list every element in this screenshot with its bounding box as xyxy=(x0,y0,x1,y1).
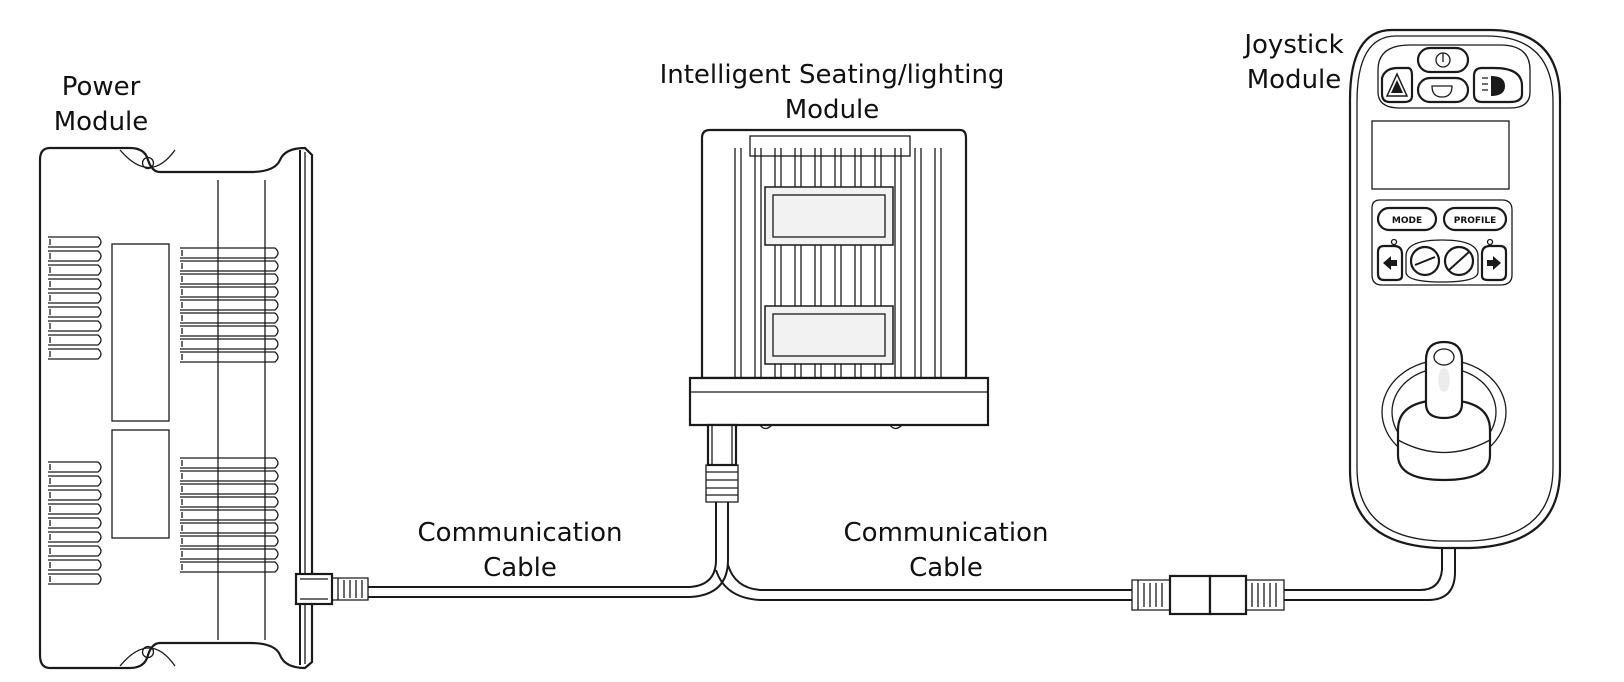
mode-button-label: MODE xyxy=(1392,216,1422,226)
inline-connector xyxy=(1131,574,1285,616)
heatsink-fin xyxy=(180,509,279,521)
joystick-module-label-line1: Joystick xyxy=(1242,30,1343,60)
power-module-label-line2: Module xyxy=(54,107,149,137)
joystick-module-label-line2: Module xyxy=(1247,65,1342,95)
seating-lighting-module: Intelligent Seating/lighting Module xyxy=(660,60,1005,503)
heatsink-fins-left-top xyxy=(48,236,102,360)
heatsink-fin xyxy=(180,548,279,560)
cable-left-label-line1: Communication xyxy=(418,518,623,548)
heatsink-fin xyxy=(180,351,279,363)
heatsink-fins-left-bottom xyxy=(48,461,102,585)
power-module-label-line1: Power xyxy=(62,72,141,102)
heatsink-fin xyxy=(180,483,279,495)
mount-hole-top xyxy=(141,156,155,170)
heatsink-fin xyxy=(48,236,102,248)
right-arrow-icon xyxy=(1487,256,1501,270)
cable-left-upper xyxy=(368,502,717,588)
power-module-body xyxy=(38,146,314,670)
heatsink-fin xyxy=(48,250,102,262)
cables: Communication Cable Communication Cable xyxy=(368,502,1456,616)
light-icon xyxy=(1491,76,1505,96)
heatsink-fin xyxy=(48,503,102,515)
seating-module-base xyxy=(688,376,990,427)
cable-right-label-line1: Communication xyxy=(844,518,1049,548)
heatsink-fin xyxy=(180,522,279,534)
left-arrow-icon xyxy=(1383,256,1397,270)
heatsink-fin xyxy=(180,535,279,547)
heatsink-fin xyxy=(48,278,102,290)
power-module-label-plate-bottom xyxy=(111,429,170,539)
profile-button[interactable] xyxy=(1442,206,1508,232)
seating-module-label-line1: Intelligent Seating/lighting xyxy=(660,60,1005,90)
heatsink-fins-right-bottom xyxy=(180,457,279,573)
seating-module-label-line2: Module xyxy=(785,95,880,125)
heatsink-fin xyxy=(180,496,279,508)
heatsink-fin xyxy=(180,325,279,337)
heatsink-fin xyxy=(48,334,102,346)
heatsink-fin xyxy=(48,531,102,543)
heatsink-fin xyxy=(48,475,102,487)
joystick-base xyxy=(1396,398,1492,482)
cable-left-lower xyxy=(368,502,729,598)
heatsink-fin xyxy=(48,461,102,473)
heatsink-fin xyxy=(180,273,279,285)
heatsink-fin xyxy=(180,299,279,311)
joystick-display xyxy=(1371,120,1510,190)
seating-module-plate-bottom xyxy=(764,305,894,365)
heatsink-fin xyxy=(48,292,102,304)
heatsink-fin xyxy=(180,561,279,573)
heatsink-fin xyxy=(180,312,279,324)
power-module-label-plate-top xyxy=(111,243,170,422)
heatsink-fin xyxy=(48,517,102,529)
speed-up-icon xyxy=(1448,251,1470,271)
heatsink-fin xyxy=(180,457,279,469)
heatsink-fins-right-top xyxy=(180,247,279,363)
cable-right-upper xyxy=(727,564,1132,591)
heatsink-fin xyxy=(48,545,102,557)
heatsink-fin xyxy=(180,470,279,482)
heatsink-fin xyxy=(48,489,102,501)
heatsink-fin xyxy=(48,320,102,332)
cable-right-lower xyxy=(715,569,1132,601)
cable-right-label-line2: Cable xyxy=(909,553,983,583)
seating-module-plate-top xyxy=(764,186,894,246)
heatsink-fin xyxy=(180,260,279,272)
heatsink-fin xyxy=(180,338,279,350)
seating-module-connector xyxy=(706,423,738,467)
heatsink-fin xyxy=(180,247,279,259)
mode-button[interactable] xyxy=(1376,206,1438,232)
speed-down-icon xyxy=(1414,256,1436,266)
cable-left-label-line2: Cable xyxy=(483,553,557,583)
profile-button-label: PROFILE xyxy=(1454,216,1497,226)
cable-joystick-lower xyxy=(1284,545,1456,601)
joystick-module: Joystick Module MODE PROFILE xyxy=(1242,28,1562,550)
cable-joystick-upper xyxy=(1284,545,1443,591)
heatsink-fin xyxy=(48,348,102,360)
heatsink-fin xyxy=(48,264,102,276)
heatsink-fin xyxy=(180,286,279,298)
horn-icon xyxy=(1431,85,1453,98)
horn-button[interactable] xyxy=(1416,76,1470,104)
heatsink-fin xyxy=(48,573,102,585)
heatsink-fin xyxy=(48,306,102,318)
heatsink-fin xyxy=(48,559,102,571)
power-module: Power Module xyxy=(38,72,369,670)
mount-hole-bottom xyxy=(141,645,155,659)
